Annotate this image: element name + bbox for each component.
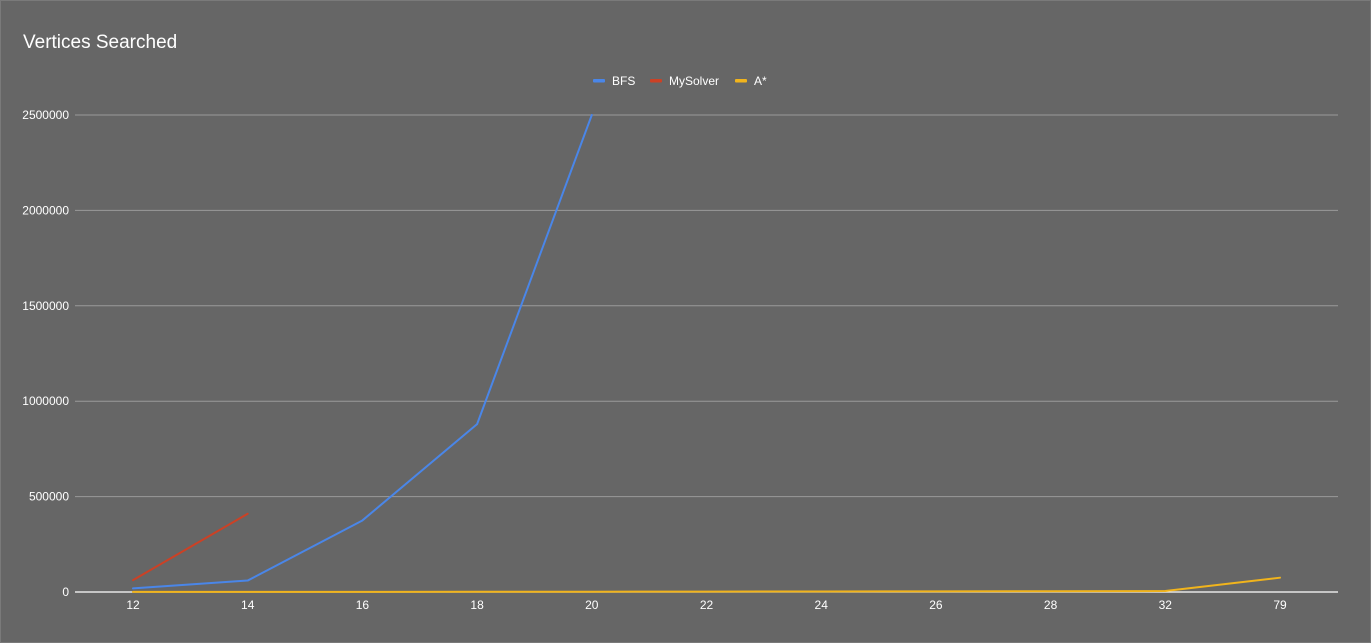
legend-swatch: [735, 79, 747, 83]
y-tick-label: 1500000: [22, 299, 69, 313]
x-tick-label: 14: [241, 598, 255, 612]
x-tick-label: 22: [700, 598, 714, 612]
legend-item[interactable]: BFS: [593, 74, 635, 88]
x-tick-label: 16: [356, 598, 370, 612]
legend: BFS MySolver A*: [593, 74, 767, 88]
y-tick-label: 500000: [29, 490, 69, 504]
x-tick-label: 12: [126, 598, 140, 612]
legend-swatch: [593, 79, 605, 83]
series-line-mysolver: [132, 512, 249, 582]
y-tick-label: 0: [62, 585, 69, 599]
legend-item[interactable]: MySolver: [650, 74, 719, 88]
series-line-bfs: [132, 114, 593, 590]
x-tick-label: 20: [585, 598, 599, 612]
y-tick-label: 1000000: [22, 394, 69, 408]
series-lines: [132, 114, 1281, 593]
x-tick-label: 28: [1044, 598, 1058, 612]
x-tick-label: 26: [929, 598, 943, 612]
y-tick-label: 2500000: [22, 108, 69, 122]
axes: 0 500000 1000000 1500000 2000000 2500000 12 14 1…: [22, 108, 1338, 612]
legend-swatch: [650, 79, 662, 83]
x-tick-label: 79: [1273, 598, 1287, 612]
chart-title: Vertices Searched: [23, 32, 178, 53]
x-tick-label: 24: [815, 598, 829, 612]
series-line-a-: [132, 576, 1281, 593]
legend-label: BFS: [612, 74, 635, 88]
x-tick-label: 18: [470, 598, 484, 612]
x-tick-label: 32: [1159, 598, 1173, 612]
gridlines: [75, 114, 1338, 498]
legend-item[interactable]: A*: [735, 74, 767, 88]
legend-label: A*: [754, 74, 767, 88]
y-tick-label: 2000000: [22, 203, 69, 217]
legend-label: MySolver: [669, 74, 719, 88]
